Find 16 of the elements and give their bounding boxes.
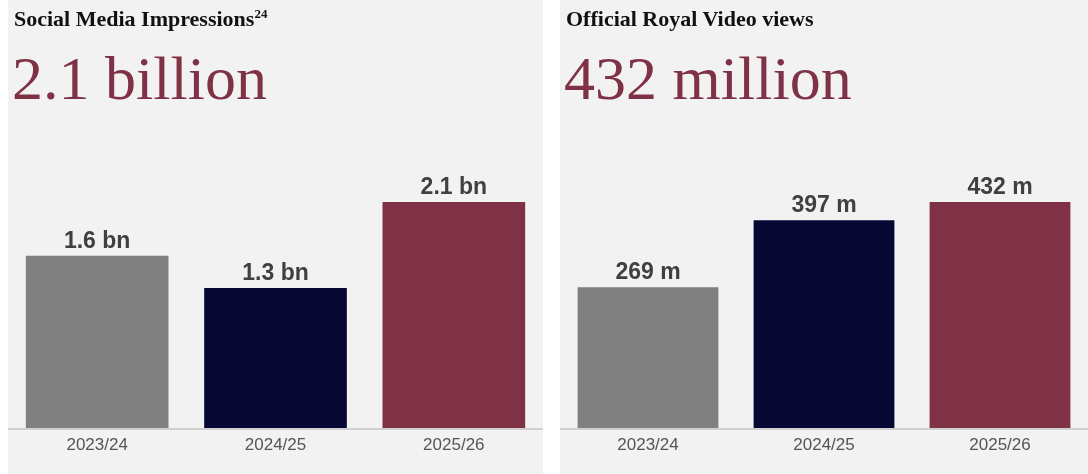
chart-subtitle: 432 million — [564, 44, 852, 113]
x-tick-label: 2023/24 — [617, 434, 679, 454]
x-tick-label: 2025/26 — [969, 434, 1031, 454]
x-tick-label: 2023/24 — [66, 434, 128, 454]
chart-title: Social Media Impressions$^{24}$ — [14, 6, 268, 33]
x-tick-label: 2025/26 — [423, 434, 485, 454]
data-label: 1.3 bn — [242, 259, 309, 286]
chart-subtitle: 2.1 billion — [12, 44, 267, 113]
data-label: 397 m — [791, 191, 857, 218]
data-label: 432 m — [967, 172, 1033, 199]
data-label: 269 m — [615, 258, 681, 285]
chart-title: Official Royal Video views — [566, 6, 814, 32]
x-tick-label: 2024/25 — [793, 434, 855, 454]
data-label: 2.1 bn — [420, 172, 488, 199]
x-tick-label: 2024/25 — [244, 434, 307, 454]
data-label: 1.6 bn — [63, 226, 131, 253]
